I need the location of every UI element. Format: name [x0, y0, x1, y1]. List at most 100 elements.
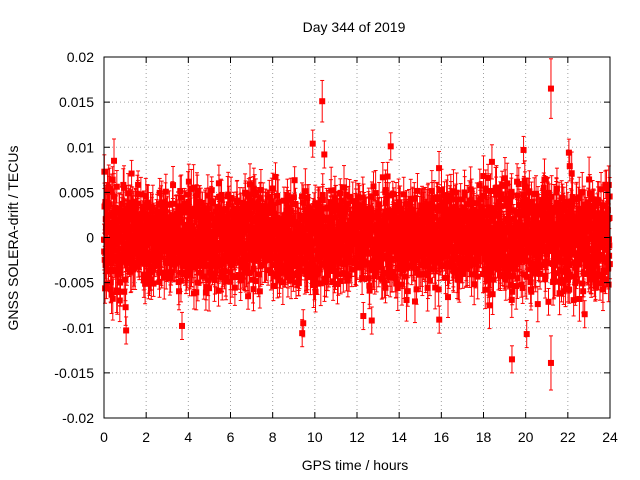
data-point — [289, 214, 296, 221]
data-point — [123, 220, 130, 227]
data-point — [292, 200, 299, 207]
data-point — [266, 193, 273, 200]
data-point — [315, 265, 322, 272]
data-point — [171, 218, 178, 225]
data-point — [317, 280, 324, 287]
data-point — [223, 278, 230, 285]
data-point — [239, 249, 246, 256]
data-point — [167, 274, 174, 281]
data-point — [142, 193, 149, 200]
data-point — [204, 192, 211, 199]
data-point — [252, 189, 259, 196]
data-point — [134, 200, 141, 207]
data-point — [295, 280, 302, 287]
data-points — [101, 58, 613, 391]
data-point — [279, 279, 286, 286]
data-point — [168, 269, 175, 276]
data-point — [228, 222, 235, 229]
data-point — [158, 269, 165, 276]
data-point — [249, 224, 256, 231]
data-point — [302, 188, 309, 195]
data-point — [271, 210, 278, 217]
data-point — [103, 280, 110, 287]
data-point — [181, 209, 188, 216]
data-point — [117, 288, 124, 295]
data-point — [156, 278, 163, 285]
data-point — [197, 200, 204, 207]
data-point — [200, 273, 207, 280]
data-point — [103, 229, 110, 236]
data-point — [284, 258, 291, 265]
data-point — [108, 291, 115, 298]
data-point — [242, 266, 249, 273]
data-point — [161, 274, 168, 281]
data-point — [142, 280, 149, 287]
data-point — [197, 262, 204, 269]
data-point — [115, 262, 122, 269]
data-point — [113, 183, 120, 190]
data-point — [205, 277, 212, 284]
data-point — [126, 216, 133, 223]
data-point — [295, 221, 302, 228]
data-point — [316, 232, 323, 239]
data-point — [206, 269, 213, 276]
data-point — [291, 177, 298, 184]
data-point — [122, 276, 129, 283]
data-point — [215, 287, 222, 294]
data-point — [101, 256, 108, 263]
data-point — [209, 199, 216, 206]
data-point — [256, 288, 263, 295]
data-point — [108, 266, 115, 273]
data-point — [229, 211, 236, 218]
data-point — [122, 304, 129, 311]
data-point — [102, 285, 109, 292]
data-point — [190, 184, 197, 191]
data-point — [314, 250, 321, 257]
data-point — [251, 204, 258, 211]
data-point — [170, 182, 177, 189]
data-point — [221, 267, 228, 274]
data-point — [257, 187, 264, 194]
data-point — [212, 270, 219, 277]
data-point — [288, 277, 295, 284]
data-point — [126, 224, 133, 231]
data-point — [242, 190, 249, 197]
data-point — [116, 209, 123, 216]
data-point — [300, 199, 307, 206]
data-point — [194, 279, 201, 286]
data-point — [121, 288, 128, 295]
data-point — [106, 201, 113, 208]
data-point — [103, 247, 110, 254]
data-point — [116, 279, 123, 286]
data-point — [285, 204, 292, 211]
data-point — [247, 197, 254, 204]
data-point — [109, 176, 116, 183]
data-point — [194, 187, 201, 194]
data-point — [267, 269, 274, 276]
data-point — [166, 201, 173, 208]
data-point — [269, 261, 276, 268]
data-point — [314, 270, 321, 277]
data-point — [192, 210, 199, 217]
data-point — [312, 288, 319, 295]
data-point — [178, 194, 185, 201]
data-point — [319, 260, 326, 267]
data-point — [189, 225, 196, 232]
data-point — [116, 230, 123, 237]
data-point — [218, 191, 225, 198]
data-point — [283, 200, 290, 207]
data-point — [218, 195, 225, 202]
data-point — [187, 212, 194, 219]
data-point — [106, 220, 113, 227]
data-point — [139, 224, 146, 231]
data-point — [219, 274, 226, 281]
data-point — [148, 276, 155, 283]
data-point — [162, 188, 169, 195]
data-point — [252, 278, 259, 285]
data-point — [257, 251, 264, 258]
data-point — [140, 277, 147, 284]
data-point — [301, 213, 308, 220]
data-point — [272, 173, 279, 180]
